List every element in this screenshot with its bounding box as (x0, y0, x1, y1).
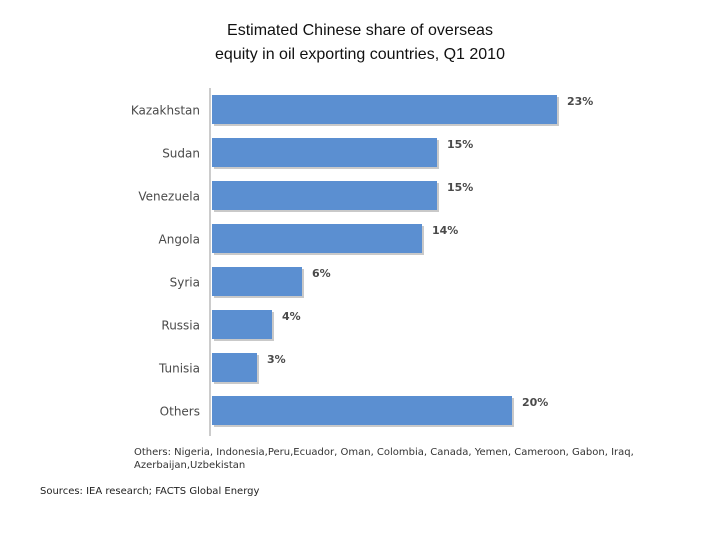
bar-tunisia (212, 353, 257, 382)
value-label-angola: 14% (432, 224, 458, 237)
chart-title-line-1: Estimated Chinese share of overseas (227, 22, 493, 39)
bar-venezuela (212, 181, 437, 210)
value-label-kazakhstan: 23% (567, 95, 593, 108)
category-label-russia: Russia (161, 319, 200, 333)
bar-angola (212, 224, 422, 253)
value-label-russia: 4% (282, 310, 301, 323)
category-label-kazakhstan: Kazakhstan (131, 104, 200, 118)
bar-syria (212, 267, 302, 296)
sources-footnote: Sources: IEA research; FACTS Global Ener… (40, 486, 260, 497)
category-label-angola: Angola (159, 233, 200, 247)
category-label-sudan: Sudan (162, 147, 200, 161)
category-labels: Kazakhstan Sudan Venezuela Angola Syria Russi… (131, 104, 200, 419)
chart-title-line-2: equity in oil exporting countries, Q1 20… (215, 46, 505, 63)
value-labels: 23% 15% 15% 14% 6% 4% 3% 20% (267, 95, 593, 409)
value-label-venezuela: 15% (447, 181, 473, 194)
bar-russia (212, 310, 272, 339)
others-footnote: Others: Nigeria, Indonesia,Peru,Ecuador,… (134, 447, 634, 471)
value-label-others: 20% (522, 396, 548, 409)
value-label-sudan: 15% (447, 138, 473, 151)
category-label-tunisia: Tunisia (158, 362, 200, 376)
bar-kazakhstan (212, 95, 557, 124)
value-label-syria: 6% (312, 267, 331, 280)
bar-others (212, 396, 512, 425)
value-label-tunisia: 3% (267, 353, 286, 366)
category-label-syria: Syria (170, 276, 200, 290)
bars-layer (212, 95, 559, 427)
bar-sudan (212, 138, 437, 167)
category-label-others: Others (160, 405, 200, 419)
category-label-venezuela: Venezuela (138, 190, 200, 204)
